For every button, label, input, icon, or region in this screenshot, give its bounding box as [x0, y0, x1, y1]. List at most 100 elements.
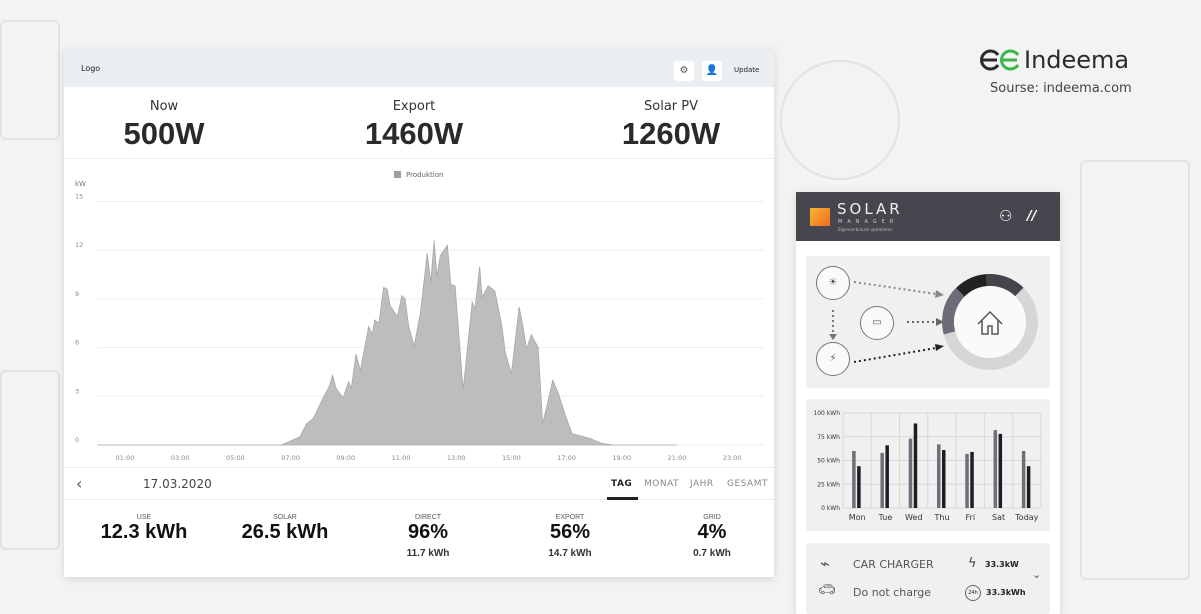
stat-value: 1460W — [364, 116, 464, 151]
sketch-decoration — [0, 370, 60, 550]
solar-panel-logo-icon — [810, 208, 830, 226]
summary-label: SOLAR — [273, 514, 297, 521]
stat-value: 500W — [123, 116, 205, 151]
tab-tag[interactable]: TAG — [611, 479, 633, 489]
car-charger-icon: ⌁ — [820, 554, 830, 573]
stat-export: Export 1460W — [314, 99, 514, 152]
indeema-logo-icon — [980, 49, 1020, 71]
summary-export: EXPORT 56% 14.7 kWh — [500, 514, 640, 559]
sketch-decoration — [780, 60, 900, 180]
dashboard-header: Logo ⚙ 👤 Update — [64, 49, 774, 87]
bar-fri — [970, 451, 974, 508]
tab-monat[interactable]: MONAT — [644, 479, 680, 489]
x-tick-label: 11:00 — [392, 454, 411, 462]
tab-jahr[interactable]: JAHR — [690, 479, 714, 489]
previous-day-button[interactable]: ‹ — [76, 474, 83, 493]
sketch-decoration — [1080, 160, 1190, 580]
chevron-down-icon[interactable]: ⌄ — [1032, 568, 1042, 581]
bar-tue — [885, 445, 889, 508]
bar-tue — [880, 452, 884, 508]
bar-wed — [913, 423, 918, 508]
car-charger-title: CAR CHARGER — [853, 558, 934, 571]
arrowhead — [935, 344, 944, 351]
weekly-bar-chart: 0 kWh 25 kWh 50 kWh 75 kWh 100 kWh Mon Tue Wed T… — [813, 410, 1042, 522]
solar-to-home-arrow — [853, 281, 937, 295]
x-tick-label: Mon — [849, 513, 866, 522]
tab-gesamt[interactable]: GESAMT — [727, 479, 768, 489]
summary-sub: 0.7 kWh — [693, 548, 731, 559]
legend-label: Produktion — [406, 171, 443, 179]
bar-sat — [993, 430, 998, 508]
x-tick-label: 13:00 — [447, 454, 466, 462]
lightning-icon: ϟ — [968, 556, 977, 571]
y-tick-label: 9 — [75, 290, 79, 298]
dashboard-window: Logo ⚙ 👤 Update Now 500W Export 1460W Sola… — [64, 49, 774, 577]
solar-panel-icon[interactable]: // — [1027, 209, 1037, 224]
bar-sat — [998, 433, 1003, 508]
arrowhead — [829, 334, 837, 340]
x-tick-label: 05:00 — [226, 454, 245, 462]
charge-status: Do not charge — [853, 586, 932, 599]
summary-value: 12.3 kWh — [100, 521, 188, 543]
summary-value: 4% — [697, 521, 727, 543]
energy-flow-card: ☀ ▭ ⚡ — [806, 256, 1050, 388]
summary-label: EXPORT — [555, 514, 585, 521]
user-icon[interactable]: ⚇ — [999, 207, 1013, 225]
stat-value: 1260W — [621, 116, 721, 151]
consumption-donut — [942, 274, 1038, 370]
grid-to-home-arrow — [853, 347, 937, 363]
x-tick-label: 01:00 — [116, 454, 135, 462]
divider — [64, 158, 774, 159]
y-tick-label: 6 — [75, 339, 79, 347]
summary-value: 56% — [549, 521, 591, 543]
x-tick-label: Thu — [933, 513, 949, 522]
bar-thu — [937, 444, 941, 508]
gear-icon: ⚙ — [679, 65, 689, 76]
bar-mon — [857, 466, 861, 508]
stat-now: Now 500W — [64, 99, 264, 152]
x-tick-label: Today — [1014, 513, 1038, 522]
app-header: SOLAR MANAGER Eigenverbrauch optimieren … — [796, 192, 1060, 241]
arrowhead — [936, 318, 944, 326]
24h-icon: 24h — [965, 585, 981, 601]
date-label: 17.03.2020 — [143, 477, 212, 491]
y-tick-label: 12 — [75, 241, 83, 249]
y-tick-label: 100 kWh — [813, 410, 840, 417]
summary-label: DIRECT — [414, 514, 442, 521]
charge-energy: 33.3kWh — [986, 588, 1026, 597]
brand-subtitle: MANAGER — [838, 219, 899, 225]
update-button[interactable]: Update — [734, 66, 760, 74]
stat-solar-pv: Solar PV 1260W — [571, 99, 771, 152]
y-tick-label: 0 — [75, 436, 79, 444]
user-icon: 👤 — [705, 65, 719, 76]
user-button[interactable]: 👤 — [702, 61, 722, 81]
summary-value: 26.5 kWh — [241, 521, 329, 543]
flow-arrows — [829, 274, 1038, 370]
x-tick-label: Wed — [905, 513, 922, 522]
car-charger-card[interactable]: ⌁ 🚗︎ CAR CHARGER Do not charge ϟ 33.3kW … — [806, 543, 1050, 614]
brand-name: Indeema — [1024, 46, 1130, 74]
battery-icon[interactable]: ▭ — [860, 306, 894, 340]
y-tick-label: 15 — [75, 193, 83, 201]
x-tick-label: Sat — [992, 513, 1005, 522]
y-tick-label: 75 kWh — [817, 434, 840, 441]
x-tick-label: 07:00 — [281, 454, 300, 462]
y-tick-label: 50 kWh — [817, 458, 840, 465]
x-tick-label: 21:00 — [668, 454, 687, 462]
settings-button[interactable]: ⚙ — [674, 61, 694, 81]
summary-grid: GRID 4% 0.7 kWh — [642, 514, 782, 559]
bar-today — [1021, 451, 1026, 508]
y-axis-label: kW — [75, 180, 86, 188]
solar-source-icon[interactable]: ☀ — [816, 266, 850, 300]
source-caption: Sourse: indeema.com — [990, 81, 1132, 96]
x-tick-label: 15:00 — [502, 454, 521, 462]
x-tick-label: Tue — [878, 513, 893, 522]
summary-value: 96% — [407, 521, 449, 543]
car-icon: 🚗︎ — [818, 582, 836, 598]
brand-title: SOLAR — [837, 200, 903, 218]
stat-label: Now — [149, 99, 179, 114]
x-tick-label: 17:00 — [557, 454, 576, 462]
bar-fri — [965, 453, 969, 508]
summary-use: USE 12.3 kWh — [74, 514, 214, 544]
grid-tower-icon[interactable]: ⚡ — [816, 342, 850, 376]
